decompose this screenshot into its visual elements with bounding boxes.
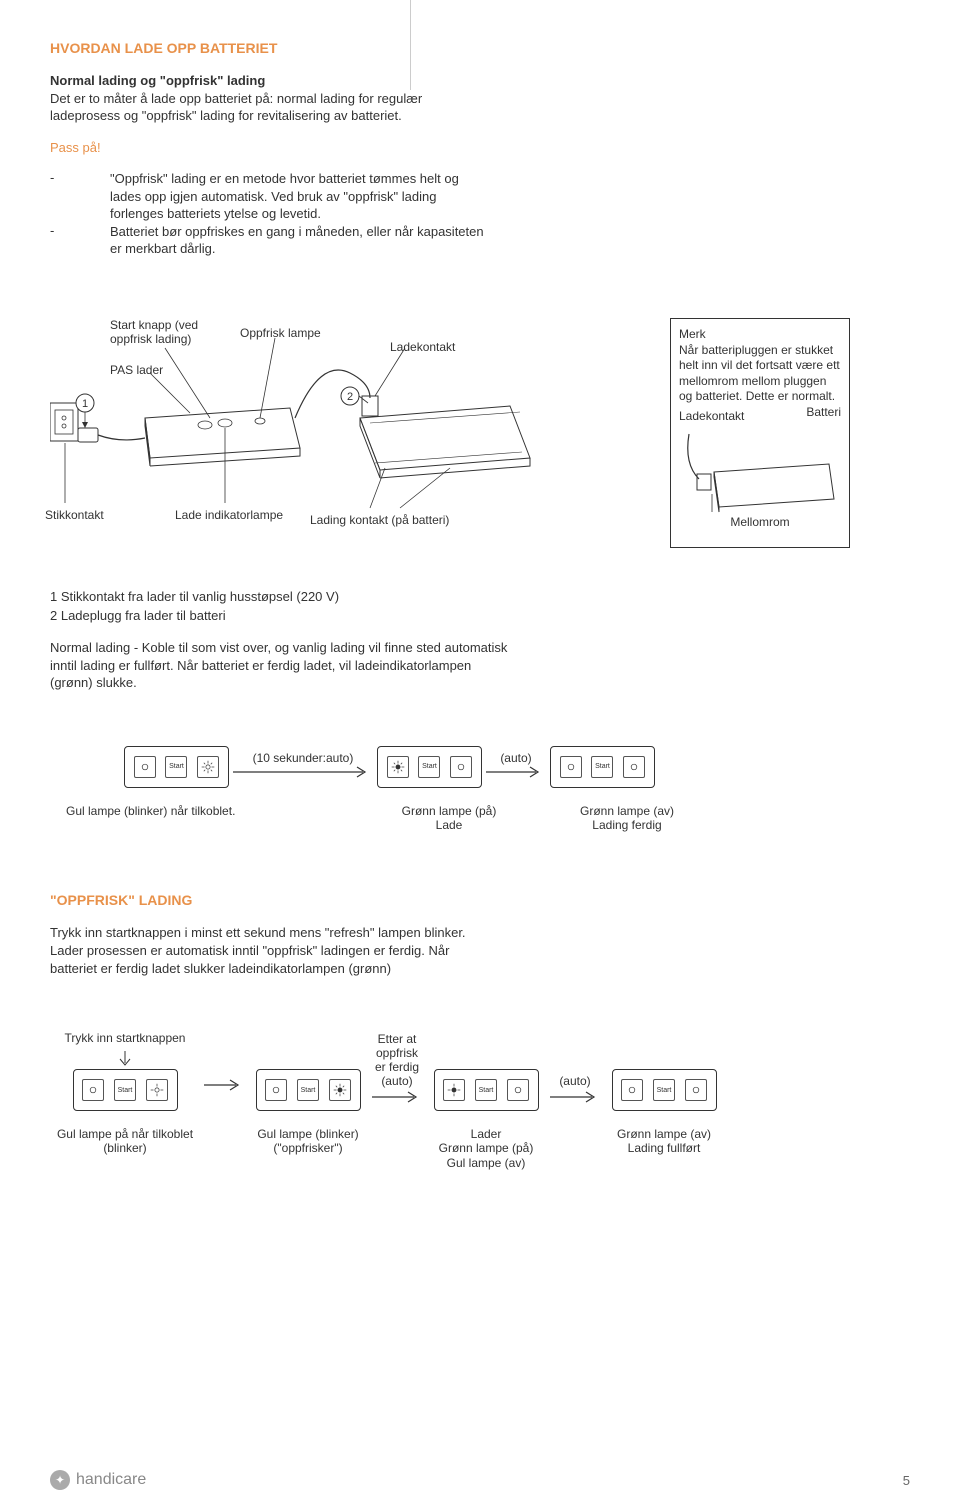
recharging-lamp [621, 1079, 643, 1101]
indicator-panel: Start [256, 1069, 361, 1111]
start-button-icon: Start [114, 1079, 136, 1101]
svg-text:1: 1 [82, 398, 88, 410]
recharging-lamp [560, 756, 582, 778]
brand-logo: ✦ handicare [50, 1470, 146, 1490]
indicator-panel: Start [124, 746, 229, 788]
start-button-icon: Start [418, 756, 440, 778]
indicator-panel: Start [612, 1069, 717, 1111]
recharging-lamp [387, 756, 409, 778]
arrow-icon [372, 1090, 422, 1104]
bullet-text: "Oppfrisk" lading er en metode hvor batt… [110, 170, 490, 223]
start-button-icon: Start [475, 1079, 497, 1101]
svg-text:2: 2 [347, 391, 353, 403]
label-batteri: Batteri [806, 405, 841, 421]
normal-lading-paragraph: Normal lading - Koble til som vist over,… [50, 639, 510, 692]
indicator-panel: Start [550, 746, 655, 788]
caption: Grønn lampe (av)Lading ferdig [580, 804, 674, 833]
bullet-2: - Batteriet bør oppfriskes en gang i mån… [50, 223, 490, 258]
refresh-lamp [507, 1079, 529, 1101]
caption: Gul lampe (blinker) når tilkoblet. [66, 804, 235, 818]
oppfrisk-body: Trykk inn startknappen i minst ett sekun… [50, 924, 490, 977]
charger-diagram: Start knapp (ved oppfrisk lading) Oppfri… [50, 318, 650, 558]
start-button-icon: Start [165, 756, 187, 778]
caption: Grønn lampe (på)Lade [402, 804, 497, 833]
note-title: Merk [679, 327, 841, 343]
arrow-label-1: (10 sekunder:auto) [233, 751, 373, 765]
caption: Grønn lampe (av)Lading fullført [617, 1127, 711, 1156]
bullet-text: Batteriet bør oppfriskes en gang i måned… [110, 223, 490, 258]
arrow-icon [550, 1090, 600, 1104]
down-arrow-icon [110, 1051, 140, 1069]
charger-svg: 1 2 [50, 318, 650, 538]
refresh-lamp [146, 1079, 168, 1101]
legend-1: 1 Stikkontakt fra lader til vanlig husst… [50, 588, 490, 606]
top-label: Etter at oppfrisk er ferdig (auto) [372, 1032, 422, 1088]
start-button-icon: Start [297, 1079, 319, 1101]
page-title: HVORDAN LADE OPP BATTERIET [50, 40, 910, 56]
intro-body: Det er to måter å lade opp batteriet på:… [50, 91, 422, 124]
footer: ✦ handicare 5 [50, 1470, 910, 1490]
bullet-dash: - [50, 223, 110, 258]
note-box: Merk Når batteripluggen er stukket helt … [670, 318, 850, 548]
vertical-rule [410, 0, 411, 90]
brand-name: handicare [76, 1471, 146, 1489]
indicator-panel: Start [434, 1069, 539, 1111]
arrow-icon [233, 765, 373, 779]
arrow-label-2: (auto) [486, 751, 546, 765]
page-number: 5 [903, 1473, 910, 1488]
note-svg [679, 424, 839, 514]
arrow-icon [486, 765, 546, 779]
top-label: (auto) [550, 1074, 600, 1088]
start-button-icon: Start [591, 756, 613, 778]
pass-pa-heading: Pass på! [50, 139, 470, 157]
recharging-lamp [443, 1079, 465, 1101]
indicator-panel: Start [377, 746, 482, 788]
legend-2: 2 Ladeplugg fra lader til batteri [50, 607, 490, 625]
caption: Gul lampe (blinker)("oppfrisker") [257, 1127, 358, 1156]
recharging-lamp [82, 1079, 104, 1101]
top-label: Trykk inn startknappen [65, 1031, 186, 1045]
caption: LaderGrønn lampe (på)Gul lampe (av) [439, 1127, 534, 1170]
bullet-1: - "Oppfrisk" lading er en metode hvor ba… [50, 170, 490, 223]
refresh-lamp [329, 1079, 351, 1101]
logo-icon: ✦ [50, 1470, 70, 1490]
start-button-icon: Start [653, 1079, 675, 1101]
note-body: Når batteripluggen er stukket helt inn v… [679, 343, 840, 404]
refresh-lamp [450, 756, 472, 778]
indicator-panel: Start [73, 1069, 178, 1111]
refresh-lamp [623, 756, 645, 778]
refresh-lamp [685, 1079, 707, 1101]
oppfrisk-title: "OPPFRISK" LADING [50, 892, 910, 908]
arrow-icon [204, 1078, 244, 1092]
intro-bold: Normal lading og "oppfrisk" lading [50, 73, 265, 88]
flow-1: Start (10 sekunder:auto) Start (auto) St… [50, 746, 910, 833]
flow-2: Trykk inn startknappen Start Start Etter… [50, 1031, 910, 1170]
recharging-lamp [134, 756, 156, 778]
caption: Gul lampe på når tilkoblet(blinker) [57, 1127, 193, 1156]
refresh-lamp [197, 756, 219, 778]
intro-paragraph: Normal lading og "oppfrisk" lading Det e… [50, 72, 470, 125]
label-mellomrom: Mellomrom [679, 515, 841, 531]
recharging-lamp [265, 1079, 287, 1101]
bullet-dash: - [50, 170, 110, 223]
